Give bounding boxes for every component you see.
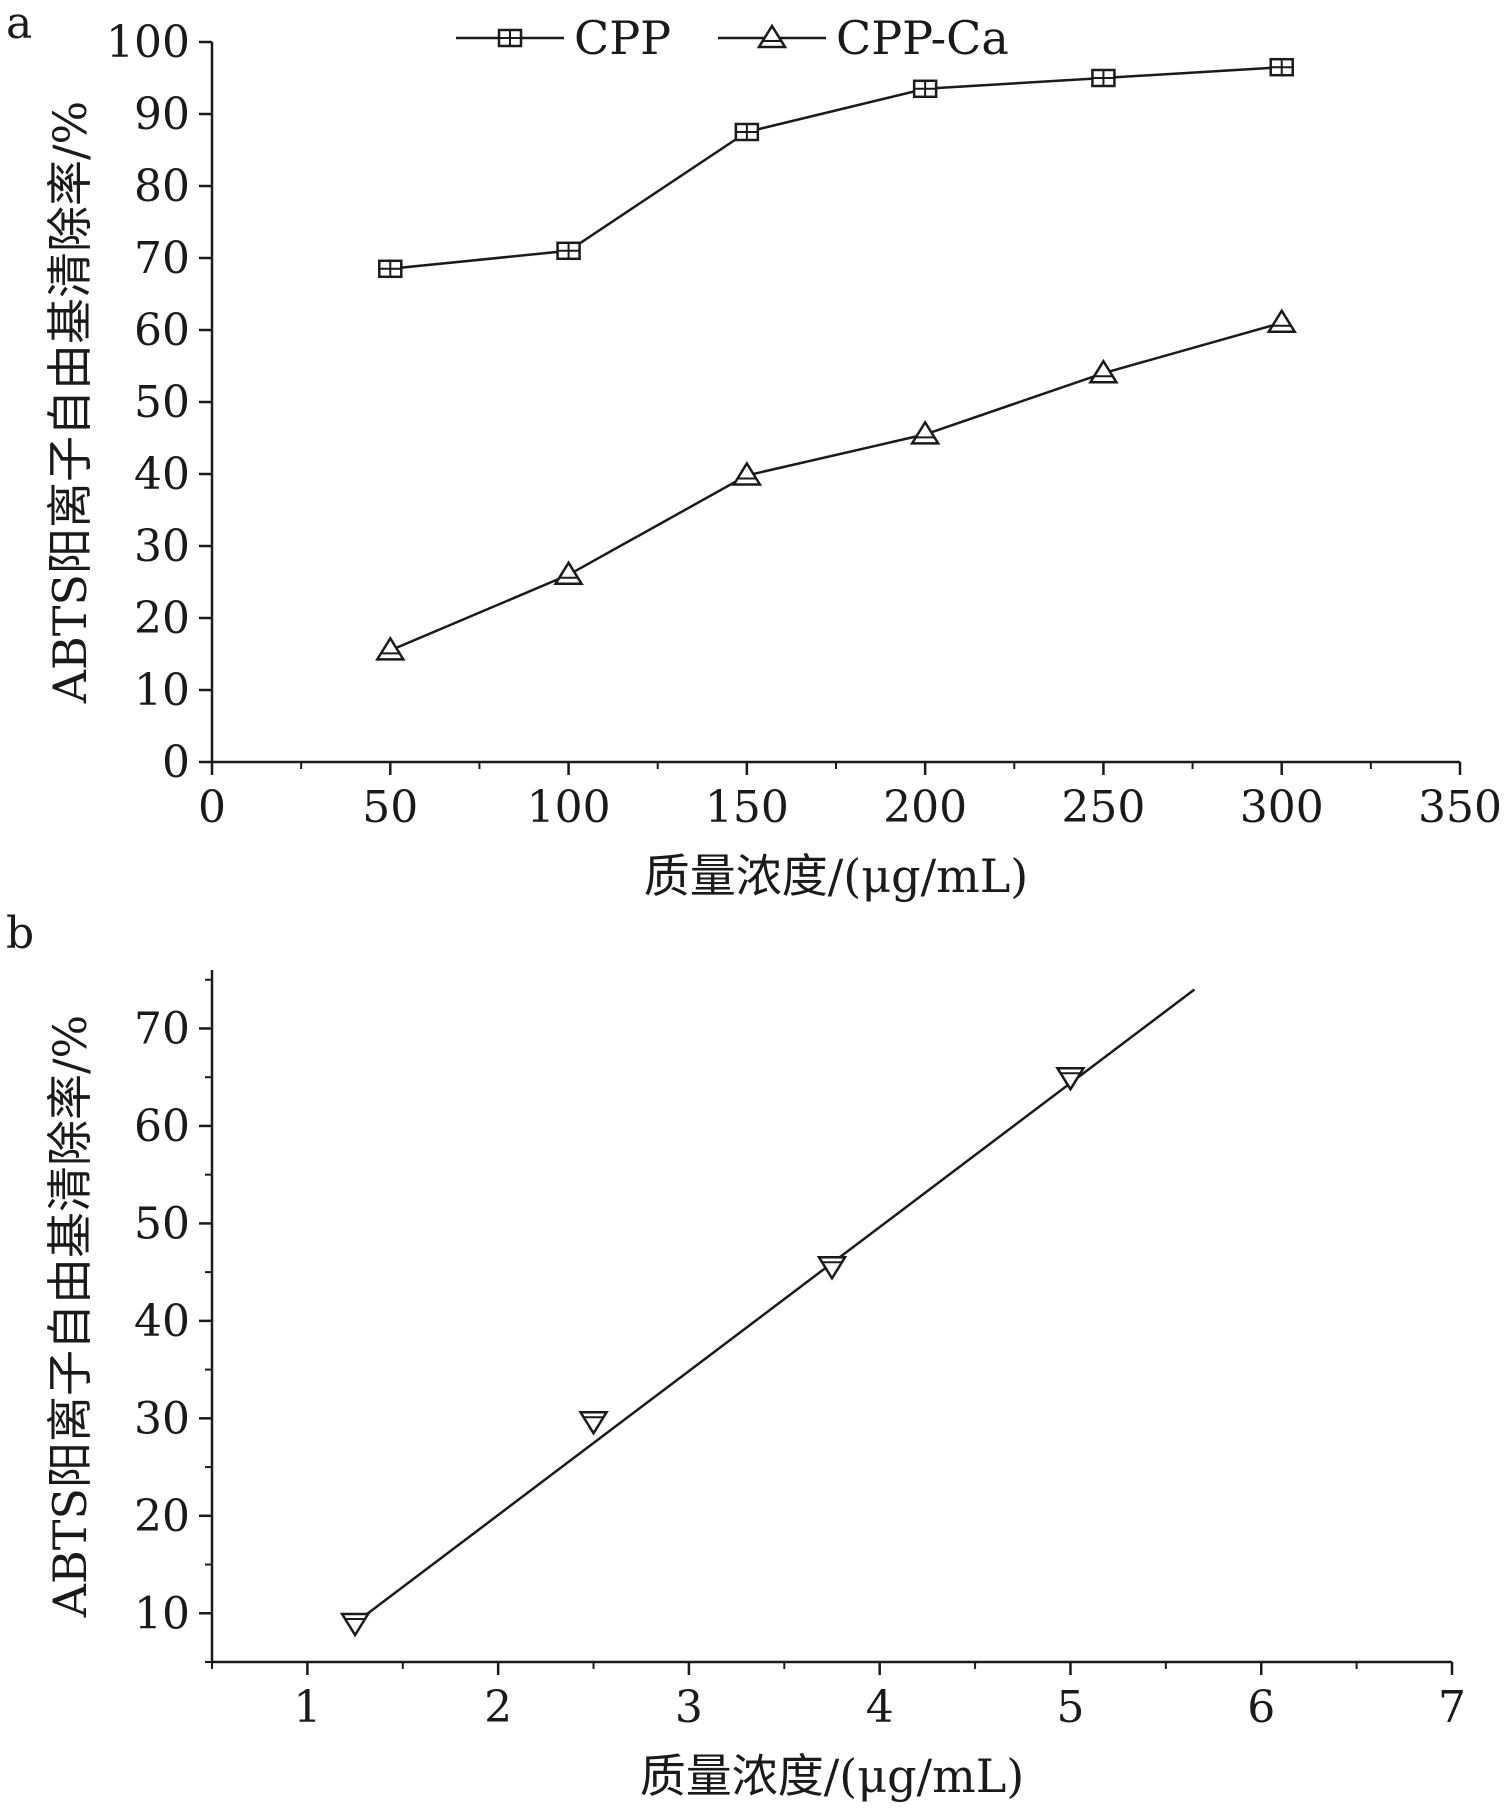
x-tick-label: 5 [1056, 1682, 1084, 1733]
data-point [1055, 1066, 1086, 1092]
y-tick-label: 40 [134, 1296, 190, 1347]
x-tick-label: 4 [866, 1682, 894, 1733]
x-tick-label: 300 [1240, 782, 1324, 833]
data-point [339, 1612, 371, 1638]
data-point [909, 420, 941, 445]
y-tick-label: 100 [106, 17, 190, 68]
y-axis-title: ABTS阳离子自由基清除率/% [43, 1015, 97, 1618]
x-tick-label: 50 [362, 782, 418, 833]
panel-a: a 0 50 100 150 200 250 300 350 0 10 20 30 40 50 60 70 80 9… [6, 0, 1502, 903]
x-tick-label: 7 [1438, 1682, 1466, 1733]
y-tick-label: 60 [134, 305, 190, 356]
y-tick-label: 30 [134, 1393, 190, 1444]
data-point [1269, 57, 1294, 77]
x-axis-title: 质量浓度/(μg/mL) [640, 1749, 1024, 1803]
y-tick-label: 20 [134, 593, 190, 644]
series-line [390, 65, 1282, 271]
y-tick-label: 70 [134, 1003, 190, 1054]
legend-marker [497, 28, 523, 48]
x-tick-label: 0 [198, 782, 226, 833]
data-point [1091, 68, 1116, 88]
panel-label: a [6, 0, 32, 49]
legend-label: CPP [574, 11, 671, 65]
data-point [731, 461, 763, 486]
fit-line [354, 988, 1196, 1625]
y-tick-label: 20 [134, 1491, 190, 1542]
y-tick-label: 10 [134, 665, 190, 716]
data-point [734, 122, 760, 142]
y-tick-label: 30 [134, 521, 190, 572]
x-tick-label: 2 [484, 1682, 512, 1733]
y-tick-label: 90 [134, 89, 190, 140]
legend-item: CPP-Ca [718, 11, 1009, 65]
x-tick-label: 6 [1247, 1682, 1275, 1733]
y-tick-label: 60 [134, 1101, 190, 1152]
series-0 [339, 1066, 1086, 1638]
y-tick-label: 80 [134, 161, 190, 212]
data-point [1266, 308, 1297, 334]
x-axis-title: 质量浓度/(μg/mL) [644, 849, 1028, 903]
x-tick-label: 350 [1418, 782, 1502, 833]
x-tick-label: 150 [705, 782, 789, 833]
legend: CPP CPP-Ca [456, 11, 1009, 65]
y-tick-label: 40 [134, 449, 190, 500]
data-point [378, 259, 403, 279]
data-point [578, 1411, 609, 1436]
data-point [553, 560, 584, 586]
data-point [1088, 358, 1119, 384]
y-tick-label: 70 [134, 233, 190, 284]
data-point [816, 1256, 848, 1281]
x-tick-label: 1 [293, 1682, 321, 1733]
y-tick-label: 50 [134, 1198, 190, 1249]
series-cpp-ca [375, 308, 1297, 661]
x-tick-label: 3 [675, 1682, 703, 1733]
y-axis-title: ABTS阳离子自由基清除率/% [43, 101, 97, 704]
series-cpp [378, 57, 1294, 279]
legend-marker [756, 23, 788, 49]
panel-label: b [6, 908, 34, 959]
data-point [375, 636, 406, 661]
x-tick-label: 100 [527, 782, 611, 833]
y-tick-label: 0 [162, 737, 190, 788]
legend-label: CPP-Ca [836, 11, 1009, 65]
x-tick-label: 250 [1061, 782, 1145, 833]
legend-item: CPP [456, 11, 671, 65]
data-point [912, 79, 938, 99]
data-point [556, 241, 581, 261]
panel-b: b 1 2 3 4 5 6 7 10 20 30 40 50 60 70 质量浓度/(μg/mL) ABTS阳离… [6, 908, 1466, 1803]
x-tick-label: 200 [883, 782, 967, 833]
series-line [389, 321, 1283, 652]
y-tick-label: 50 [134, 377, 190, 428]
y-tick-label: 10 [134, 1588, 190, 1639]
